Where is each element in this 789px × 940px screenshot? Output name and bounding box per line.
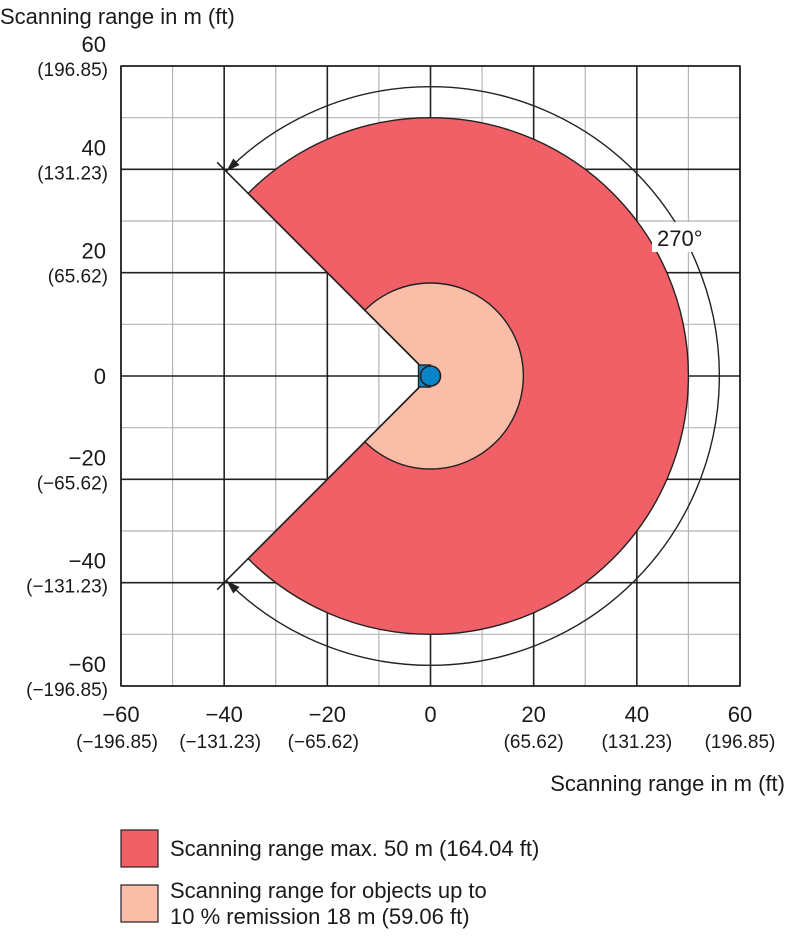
y-tick-sublabel: (−65.62) (37, 473, 108, 494)
x-tick-label: −20 (309, 702, 346, 727)
x-tick-label: 40 (625, 702, 649, 727)
y-tick-label: 20 (82, 239, 106, 264)
y-tick-sublabel: (65.62) (48, 267, 108, 288)
y-tick-sublabel: (−131.23) (26, 577, 108, 598)
aperture-label-bg (652, 222, 724, 252)
y-tick-label: −20 (69, 445, 106, 470)
range-areas (247, 116, 690, 636)
x-tick-label: −60 (102, 702, 139, 727)
tick-labels: 60 (196.85) 40 (131.23) 20 (65.62) 0 −20 (−65.62… (26, 32, 775, 753)
x-tick-sublabel: (−65.62) (288, 732, 359, 753)
x-tick-sublabel: (131.23) (601, 732, 672, 753)
x-tick-sublabel: (−131.23) (179, 732, 261, 753)
y-tick-sublabel: (−196.85) (26, 680, 108, 701)
y-tick-sublabel: (131.23) (37, 163, 108, 184)
x-tick-label: 20 (521, 702, 545, 727)
aperture-arc (225, 85, 720, 667)
x-tick-sublabel: (−196.85) (76, 732, 158, 753)
arrowhead-icon (226, 580, 240, 594)
arrowhead-icon (226, 158, 240, 172)
remission-range-area (363, 282, 524, 470)
y-tick-label: −40 (69, 549, 106, 574)
aperture-label: 270° (657, 226, 703, 251)
legend: Scanning range max. 50 m (164.04 ft) Scan… (120, 829, 539, 929)
x-axis-label: Scanning range in m (ft) (550, 771, 785, 796)
x-tick-label: −40 (206, 702, 243, 727)
legend-label: 10 % remission 18 m (59.06 ft) (170, 904, 470, 929)
legend-label: Scanning range for objects up to (170, 878, 487, 903)
y-tick-label: −60 (69, 652, 106, 677)
aperture-boundary-line (216, 161, 432, 377)
x-tick-sublabel: (196.85) (705, 732, 776, 753)
x-tick-label: 0 (424, 702, 436, 727)
legend-swatch (120, 829, 159, 868)
aperture-annotation: 270° (216, 85, 724, 667)
aperture-boundary-line (216, 375, 432, 591)
legend-swatch (120, 884, 159, 923)
chart-title: Scanning range in m (ft) (0, 4, 235, 29)
y-tick-label: 60 (82, 32, 106, 57)
x-tick-sublabel: (65.62) (504, 732, 564, 753)
y-tick-sublabel: (196.85) (37, 60, 108, 81)
y-tick-label: 40 (82, 135, 106, 160)
sensor-head-icon (419, 365, 442, 387)
x-tick-label: 60 (728, 702, 752, 727)
y-tick-label: 0 (94, 364, 106, 389)
legend-label: Scanning range max. 50 m (164.04 ft) (170, 836, 539, 861)
plot-frame (120, 65, 741, 687)
